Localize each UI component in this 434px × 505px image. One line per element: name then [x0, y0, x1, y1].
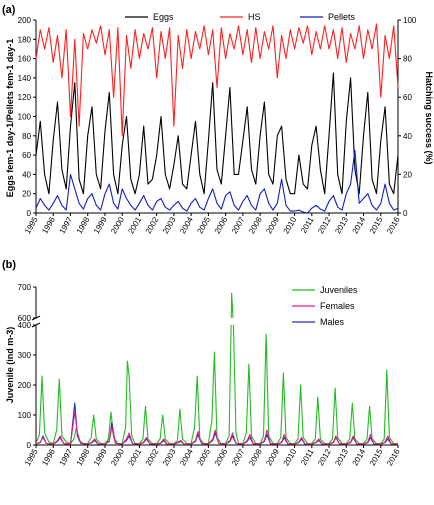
panel-label-a: (a): [2, 4, 16, 16]
x-tick-label-a: 2015: [368, 215, 385, 235]
x-tick-label-b: 2008: [247, 447, 264, 467]
x-tick-label-a: 2014: [351, 215, 368, 235]
series-line-hs: [35, 23, 399, 137]
y-tick-label-b: 700: [18, 283, 32, 292]
y-tick-label-left-a: 180: [18, 35, 32, 44]
legend-label-females: Females: [320, 301, 355, 311]
y-tick-label-left-a: 120: [18, 93, 32, 102]
series-line-juveniles: [36, 292, 398, 445]
x-tick-label-a: 2008: [247, 215, 264, 235]
y-tick-label-b: 100: [18, 411, 32, 420]
y-tick-label-left-a: 0: [27, 209, 32, 218]
x-tick-label-b: 1997: [58, 447, 75, 467]
panel-a: Eggs HS Pellets Eggs fem-1 day-1/Pellets…: [5, 12, 434, 235]
x-tick-label-a: 2009: [264, 215, 281, 235]
x-tick-label-b: 2010: [282, 447, 299, 467]
x-tick-label-b: 2015: [368, 447, 385, 467]
y-tick-label-left-a: 100: [18, 113, 32, 122]
x-tick-label-b: 1996: [40, 447, 57, 467]
x-tick-label-a: 1998: [75, 215, 92, 235]
y-axis-label-right-a: Hatching success (%): [424, 71, 434, 164]
x-tick-label-b: 2005: [195, 447, 212, 467]
x-tick-label-a: 2004: [178, 215, 195, 235]
x-tick-label-b: 2012: [316, 447, 333, 467]
legend-label-hs: HS: [248, 12, 261, 22]
x-tick-label-b: 2013: [333, 447, 350, 467]
y-tick-label-left-a: 140: [18, 74, 32, 83]
x-tick-label-a: 2013: [333, 215, 350, 235]
y-tick-label-right-a: 20: [403, 170, 412, 179]
panel-label-b: (b): [2, 259, 16, 271]
y-tick-label-left-a: 160: [18, 55, 32, 64]
x-tick-label-b: 2001: [126, 447, 143, 467]
x-tick-label-a: 1996: [40, 215, 57, 235]
y-tick-label-right-a: 0: [403, 209, 408, 218]
y-tick-label-right-a: 60: [403, 93, 412, 102]
x-tick-label-a: 1995: [23, 215, 40, 235]
legend-label-eggs: Eggs: [153, 12, 174, 22]
y-tick-label-left-a: 20: [22, 190, 31, 199]
x-tick-label-a: 2012: [316, 215, 333, 235]
y-tick-label-b: 400: [18, 321, 32, 330]
y-axis-label-left-a: Eggs fem-1 day-1/Pellets fem-1 day-1: [5, 39, 15, 198]
y-tick-label-b: 600: [18, 314, 32, 323]
x-tick-label-b: 2007: [230, 447, 247, 467]
y-tick-label-left-a: 200: [18, 16, 32, 25]
x-tick-label-a: 2005: [195, 215, 212, 235]
series-line-males: [36, 402, 398, 445]
x-tick-label-b: 1998: [75, 447, 92, 467]
series-group-b: [36, 292, 398, 445]
x-tick-label-b: 2002: [144, 447, 161, 467]
legend-b: Juveniles Females Males: [292, 285, 358, 327]
x-tick-label-a: 2000: [109, 215, 126, 235]
y-tick-label-right-a: 80: [403, 55, 412, 64]
y-tick-label-b: 200: [18, 381, 32, 390]
legend-label-pellets: Pellets: [328, 12, 356, 22]
x-tick-label-b: 2000: [109, 447, 126, 467]
x-tick-label-b: 1995: [23, 447, 40, 467]
x-tick-label-a: 2016: [385, 215, 402, 235]
series-line-pellets: [35, 149, 399, 214]
x-tick-label-a: 2003: [161, 215, 178, 235]
y-tick-label-left-a: 80: [22, 132, 31, 141]
x-tick-label-b: 2006: [213, 447, 230, 467]
x-tick-label-b: 2011: [299, 447, 316, 467]
x-tick-label-a: 2002: [144, 215, 161, 235]
x-tick-label-b: 2004: [178, 447, 195, 467]
legend-label-males: Males: [320, 317, 345, 327]
y-tick-label-b: 300: [18, 351, 32, 360]
y-axis-label-b: Juvenile (ind m-3): [5, 327, 15, 404]
x-tick-label-a: 2001: [126, 215, 143, 235]
x-tick-label-a: 2006: [213, 215, 230, 235]
x-tick-label-a: 2010: [282, 215, 299, 235]
x-tick-label-b: 2016: [385, 447, 402, 467]
x-tick-label-b: 2014: [351, 447, 368, 467]
y-tick-label-b: 0: [27, 441, 32, 450]
x-tick-label-b: 2009: [264, 447, 281, 467]
y-tick-label-left-a: 60: [22, 151, 31, 160]
x-tick-label-a: 1999: [92, 215, 109, 235]
x-tick-label-a: 2011: [299, 215, 316, 235]
panel-b: Juveniles Females Males Juvenile (ind m-…: [5, 283, 402, 467]
series-line-females: [36, 411, 398, 445]
y-tick-label-right-a: 40: [403, 132, 412, 141]
x-tick-label-b: 1999: [92, 447, 109, 467]
x-tick-label-a: 2007: [230, 215, 247, 235]
x-tick-label-b: 2003: [161, 447, 178, 467]
legend-a: Eggs HS Pellets: [125, 12, 356, 22]
y-tick-label-right-a: 100: [403, 16, 417, 25]
series-line-eggs: [35, 72, 399, 195]
y-tick-label-left-a: 40: [22, 170, 31, 179]
legend-label-juveniles: Juveniles: [320, 285, 358, 295]
x-tick-label-a: 1997: [58, 215, 75, 235]
